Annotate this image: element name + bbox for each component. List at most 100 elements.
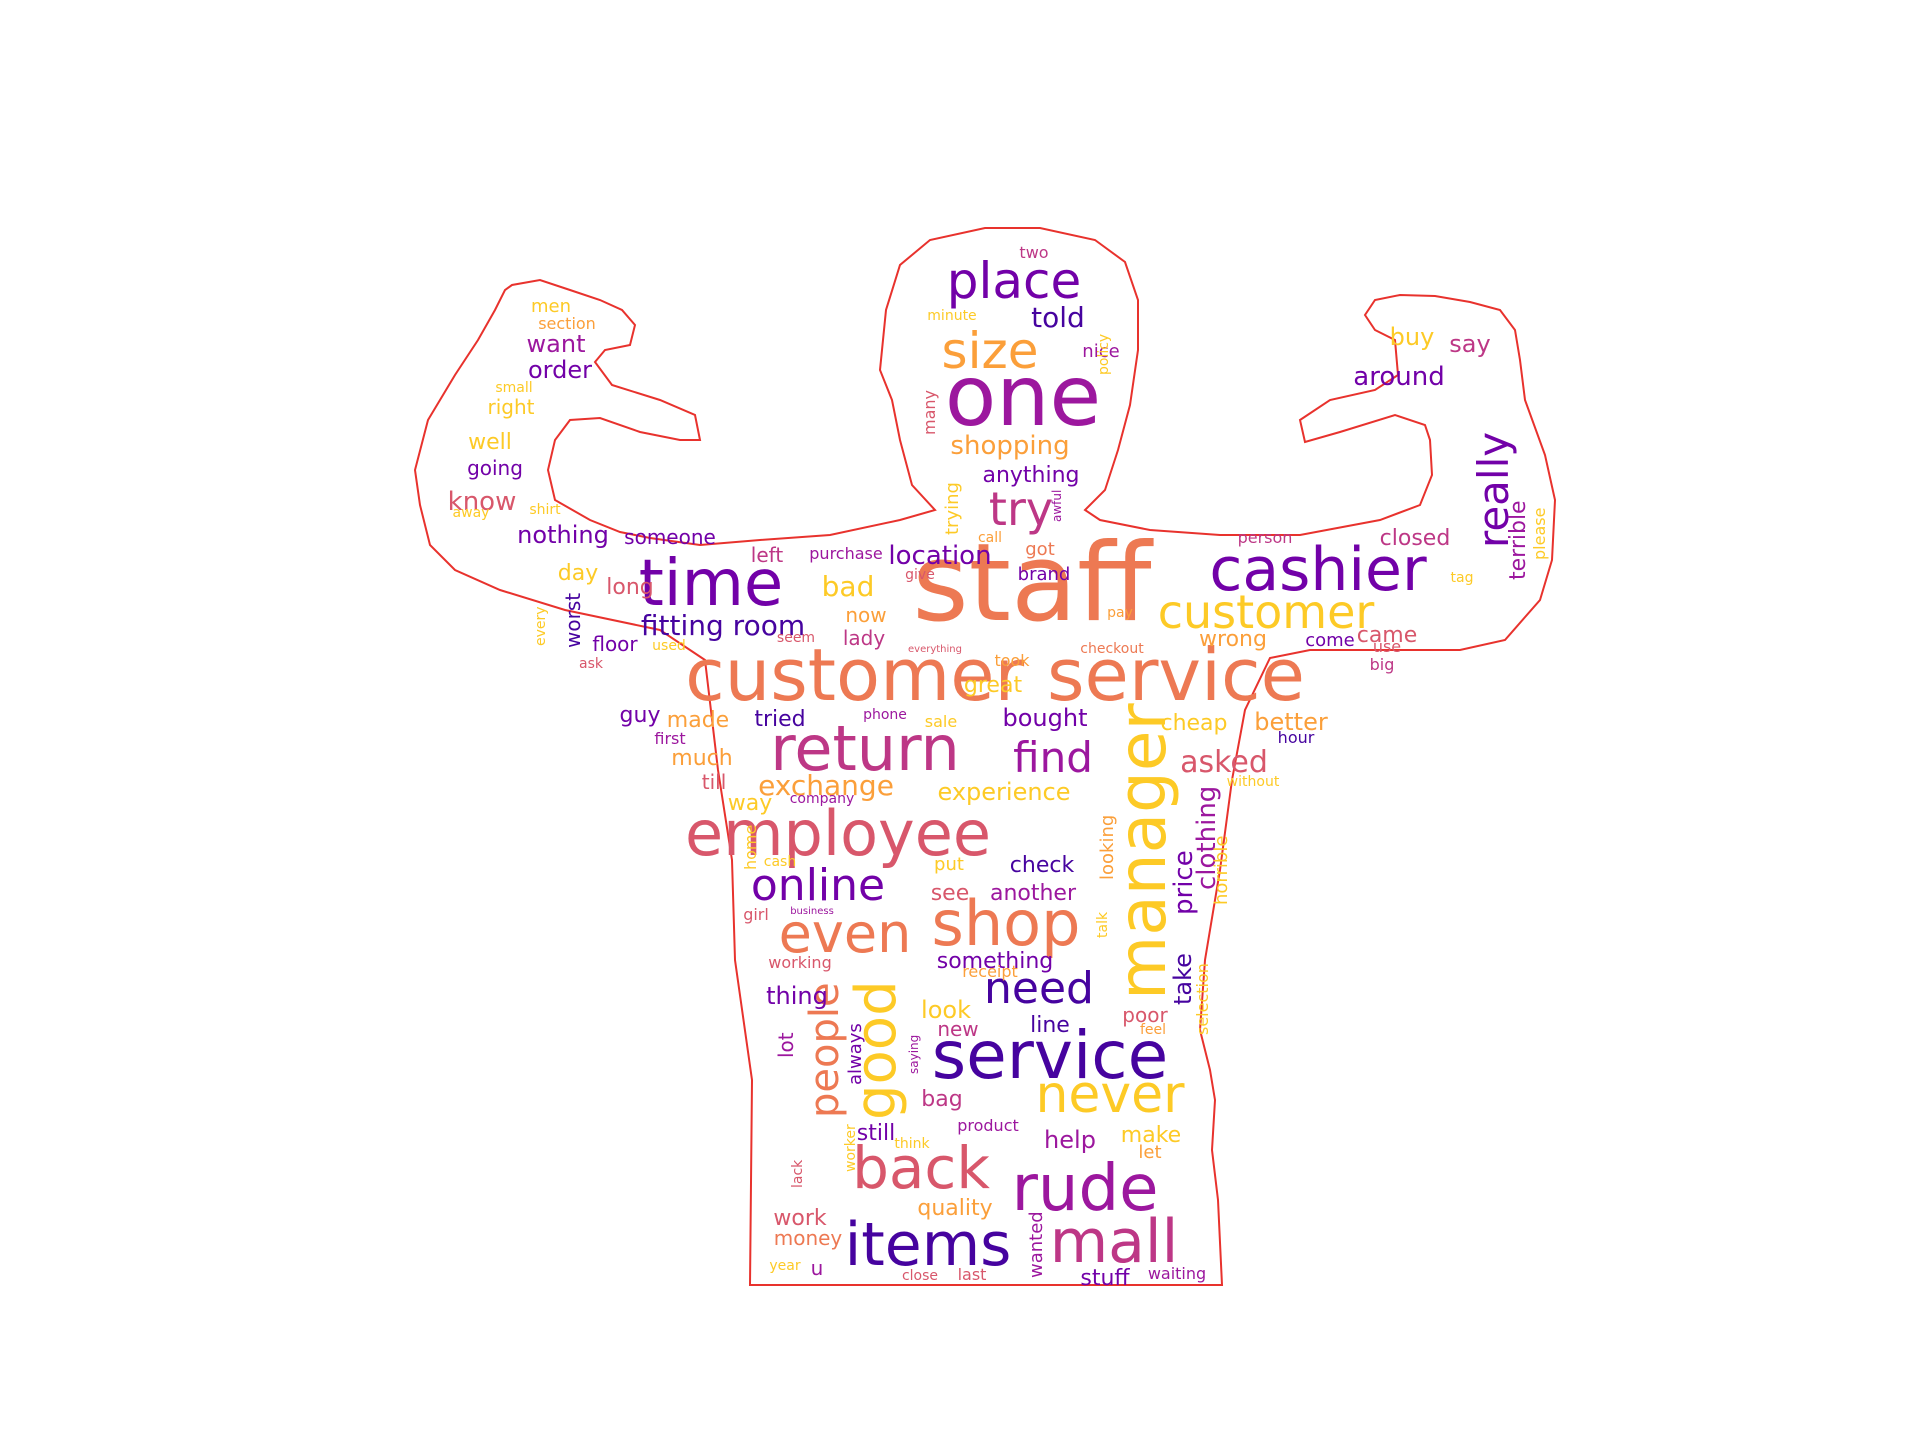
word-new: new	[937, 1017, 978, 1041]
word-never: never	[1035, 1065, 1185, 1125]
word-away: away	[453, 505, 490, 521]
word-horrible: horrible	[1211, 836, 1232, 905]
word-place: place	[947, 252, 1082, 310]
word-asked: asked	[1180, 745, 1268, 780]
word-men: men	[531, 296, 571, 317]
word-without: without	[1227, 774, 1280, 790]
word-well: well	[468, 430, 512, 455]
word-quality: quality	[917, 1196, 992, 1221]
word-business: business	[790, 906, 834, 917]
word-much: much	[671, 746, 732, 771]
word-shop: shop	[932, 887, 1081, 960]
word-shirt: shirt	[529, 502, 561, 518]
word-wrong: wrong	[1199, 627, 1267, 652]
word-many: many	[920, 390, 939, 435]
word-work: work	[773, 1206, 826, 1231]
word-first: first	[654, 729, 685, 748]
word-floor: floor	[592, 632, 638, 656]
word-look: look	[921, 996, 971, 1024]
word-check: check	[1010, 853, 1075, 878]
word-cash: cash	[764, 854, 796, 870]
word-price: price	[1169, 850, 1199, 915]
word-working: working	[768, 953, 831, 972]
word-experience: experience	[937, 778, 1070, 806]
word-left: left	[751, 543, 784, 567]
word-two: two	[1019, 243, 1048, 262]
word-rude: rude	[1012, 1152, 1159, 1226]
word-bad: bad	[822, 570, 875, 603]
word-great: great	[964, 673, 1023, 698]
word-section: section	[538, 314, 596, 333]
word-still: still	[857, 1121, 895, 1146]
word-service: service	[932, 1017, 1168, 1094]
word-return: return	[770, 712, 960, 785]
word-bought: bought	[1003, 704, 1088, 732]
word-minute: minute	[927, 308, 976, 324]
word-lack: lack	[790, 1159, 806, 1188]
word-help: help	[1044, 1126, 1096, 1154]
word-employee: employee	[685, 797, 991, 870]
word-find: find	[1013, 733, 1093, 782]
word-close: close	[902, 1268, 938, 1284]
word-come: come	[1305, 630, 1355, 651]
word-time: time	[639, 547, 784, 621]
word-day: day	[558, 561, 598, 586]
word-company: company	[790, 791, 855, 807]
word-used: used	[652, 638, 686, 654]
word-tag: tag	[1451, 570, 1474, 586]
word-make: make	[1121, 1123, 1181, 1148]
word-put: put	[934, 854, 964, 875]
word-every: every	[533, 606, 549, 646]
word-everything: everything	[908, 644, 962, 655]
word-thing: thing	[766, 982, 828, 1010]
word-purchase: purchase	[809, 544, 882, 563]
word-came: came	[1357, 623, 1418, 648]
word-tried: tried	[754, 707, 805, 732]
word-one: one	[945, 347, 1101, 445]
word-money: money	[774, 1226, 843, 1250]
word-made: made	[667, 708, 729, 733]
word-u: u	[811, 1256, 824, 1280]
word-looking: looking	[1097, 815, 1118, 880]
word-home: home	[741, 825, 760, 870]
word-bag: bag	[921, 1087, 962, 1112]
word-told: told	[1031, 301, 1085, 334]
word-want: want	[527, 330, 586, 358]
word-call: call	[978, 530, 1002, 546]
word-closed: closed	[1380, 526, 1451, 551]
word-use: use	[1373, 637, 1401, 656]
word-around: around	[1353, 362, 1444, 392]
word-even: even	[779, 902, 912, 965]
word-order: order	[528, 356, 592, 384]
word-long: long	[606, 575, 653, 600]
word-online: online	[751, 860, 885, 911]
word-give: give	[905, 567, 935, 583]
word-please: please	[1530, 508, 1549, 560]
word-worst: worst	[561, 593, 585, 648]
word-feel: feel	[1140, 1022, 1166, 1038]
word-policy: policy	[1096, 334, 1112, 375]
word-nice: nice	[1082, 341, 1119, 362]
word-take: take	[1169, 953, 1197, 1005]
word-someone: someone	[624, 525, 716, 549]
word-girl: girl	[743, 905, 769, 924]
word-small: small	[495, 380, 532, 396]
word-saying: saying	[907, 1035, 921, 1074]
word-wanted: wanted	[1026, 1211, 1047, 1278]
word-last: last	[958, 1265, 987, 1284]
word-worker: worker	[843, 1124, 859, 1172]
flexing-man-silhouette-outline	[413, 227, 1557, 1286]
word-way: way	[728, 791, 773, 816]
word-person: person	[1238, 528, 1293, 547]
word-till: till	[702, 770, 727, 794]
word-manager: manager	[1104, 702, 1181, 1000]
word-seem: seem	[777, 630, 815, 646]
word-lot: lot	[774, 1032, 798, 1058]
word-need: need	[984, 963, 1094, 1014]
word-know: know	[448, 487, 517, 517]
word-big: big	[1370, 655, 1395, 674]
word-trying: trying	[942, 482, 963, 535]
word-fitting-room: fitting room	[641, 609, 805, 642]
